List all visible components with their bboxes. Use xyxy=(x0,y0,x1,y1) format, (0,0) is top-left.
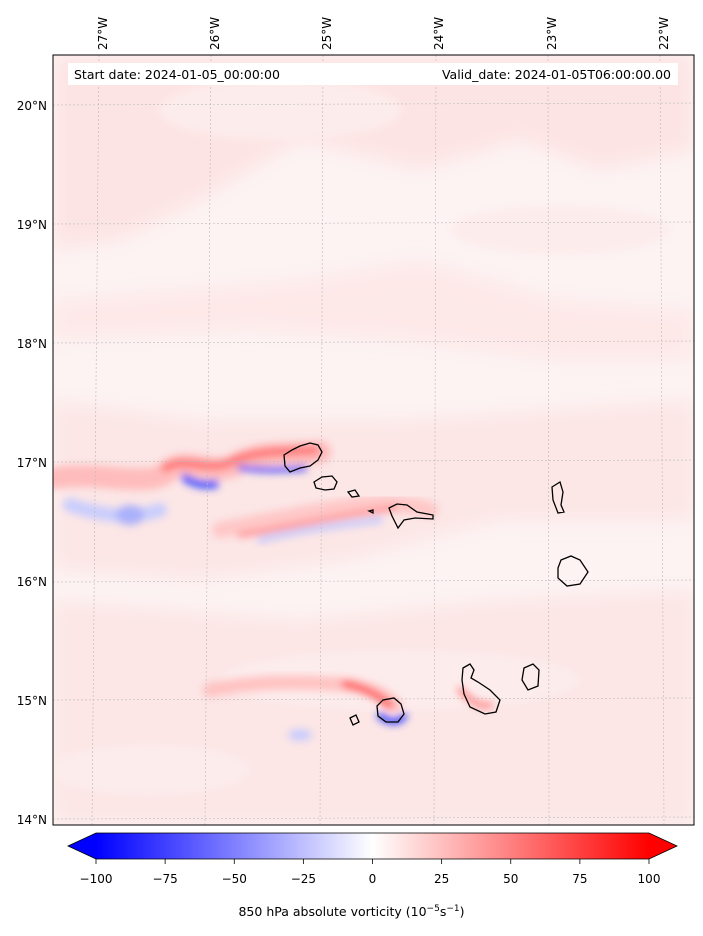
lon-tick: 25°W xyxy=(320,17,334,50)
longitude-ticks: 27°W 26°W 25°W 24°W 23°W 22°W xyxy=(96,17,671,50)
header-box xyxy=(68,63,678,85)
lon-tick: 22°W xyxy=(657,17,671,50)
colorbar-tick-label: 25 xyxy=(434,872,449,886)
lon-tick: 24°W xyxy=(432,17,446,50)
valid-date-label: Valid_date: 2024-01-05T06:00:00.00 xyxy=(442,67,671,82)
lat-tick: 19°N xyxy=(17,218,47,232)
colorbar-label: 850 hPa absolute vorticity (10−5s−1) xyxy=(238,904,465,920)
colorbar-gradient xyxy=(96,833,649,859)
colorbar-tick-label: −50 xyxy=(222,872,247,886)
colorbar-tick-label: 50 xyxy=(503,872,518,886)
lat-tick: 15°N xyxy=(17,694,47,708)
lon-tick: 27°W xyxy=(96,17,110,50)
lon-tick: 23°W xyxy=(545,17,559,50)
colorbar-tick-label: −100 xyxy=(80,872,113,886)
colorbar-high-extend xyxy=(649,833,677,859)
colorbar-tick-label: −75 xyxy=(152,872,177,886)
colorbar-low-extend xyxy=(68,833,96,859)
map-frame xyxy=(52,54,695,826)
lat-tick: 14°N xyxy=(17,813,47,827)
colorbar-tick-label: 0 xyxy=(369,872,377,886)
lat-tick: 18°N xyxy=(17,337,47,351)
lat-tick: 16°N xyxy=(17,575,47,589)
island-coastlines xyxy=(283,442,589,726)
lat-tick: 20°N xyxy=(17,99,47,113)
graticule xyxy=(53,55,694,825)
start-date-label: Start date: 2024-01-05_00:00:00 xyxy=(74,67,280,82)
colorbar-tick-label: 100 xyxy=(638,872,661,886)
colorbar-tick-label: −25 xyxy=(291,872,316,886)
latitude-ticks: 20°N 19°N 18°N 17°N 16°N 15°N 14°N xyxy=(17,99,47,827)
vorticity-field xyxy=(53,55,694,825)
colorbar-tick-label: 75 xyxy=(572,872,587,886)
colorbar: −100 −75 −50 −25 0 25 50 75 100 xyxy=(67,832,678,886)
lon-tick: 26°W xyxy=(208,17,222,50)
lat-tick: 17°N xyxy=(17,456,47,470)
